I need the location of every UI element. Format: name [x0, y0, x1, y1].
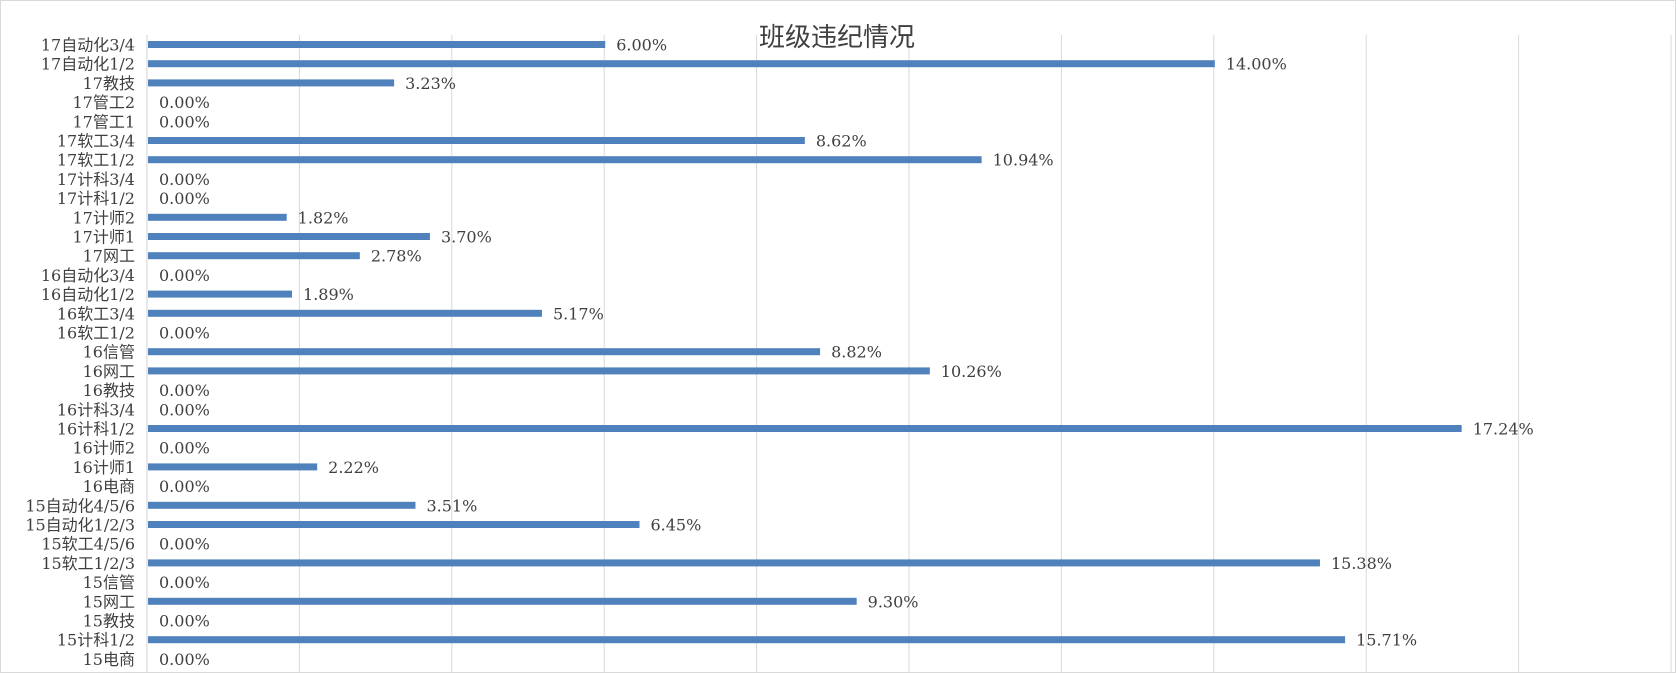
data-label: 0.00% — [159, 93, 210, 112]
bar — [148, 41, 606, 48]
data-label: 6.45% — [650, 516, 701, 535]
data-label: 0.00% — [159, 189, 210, 208]
data-label: 8.62% — [816, 132, 867, 151]
bar — [148, 501, 416, 509]
category-label: 17软工1/2 — [57, 151, 135, 170]
data-label: 15.38% — [1331, 554, 1392, 573]
data-label: 0.00% — [159, 535, 210, 554]
category-label: 17计师1 — [72, 228, 135, 247]
data-label: 0.00% — [159, 612, 210, 631]
data-label: 10.26% — [941, 362, 1002, 381]
bar — [148, 290, 293, 298]
bar — [148, 137, 805, 144]
category-label: 16自动化1/2 — [41, 285, 135, 304]
bar — [148, 79, 395, 87]
data-label: 10.94% — [993, 151, 1054, 170]
category-label: 17网工 — [83, 247, 135, 266]
data-label: 0.00% — [159, 324, 210, 343]
bars — [148, 41, 1462, 644]
bar — [148, 559, 1320, 567]
category-labels: 17自动化3/417自动化1/217教技17管工217管工117软工3/417软… — [25, 36, 135, 669]
bar — [148, 597, 857, 605]
data-label: 0.00% — [159, 573, 210, 592]
category-label: 15信管 — [83, 573, 135, 592]
data-label: 1.89% — [303, 285, 354, 304]
data-label: 0.00% — [159, 266, 210, 285]
data-label: 3.70% — [441, 228, 492, 247]
category-label: 17软工3/4 — [57, 132, 135, 151]
data-label: 6.00% — [616, 36, 667, 55]
data-label: 0.00% — [159, 650, 210, 669]
bar — [148, 348, 821, 356]
data-label: 3.51% — [426, 496, 477, 515]
category-label: 15软工4/5/6 — [41, 535, 135, 554]
bar — [148, 233, 430, 240]
category-label: 17自动化1/2 — [41, 55, 135, 74]
category-label: 17管工1 — [72, 112, 135, 131]
data-label: 0.00% — [159, 112, 210, 131]
data-label: 15.71% — [1356, 631, 1417, 650]
data-label: 14.00% — [1226, 55, 1287, 74]
category-label: 17教技 — [83, 74, 135, 93]
category-label: 16教技 — [83, 381, 135, 400]
data-label: 0.00% — [159, 400, 210, 419]
data-label: 0.00% — [159, 170, 210, 189]
category-label: 17计师2 — [72, 208, 135, 227]
category-label: 16自动化3/4 — [41, 266, 135, 285]
bar — [148, 309, 542, 317]
bar — [148, 60, 1215, 68]
data-label: 8.82% — [831, 343, 882, 362]
data-label: 5.17% — [553, 304, 604, 323]
bar — [148, 636, 1346, 644]
data-label: 0.00% — [159, 381, 210, 400]
category-label: 16软工1/2 — [57, 324, 135, 343]
category-label: 16计师2 — [72, 439, 135, 458]
bar — [148, 367, 930, 375]
category-label: 17自动化3/4 — [41, 36, 135, 55]
bar — [148, 213, 287, 221]
data-label: 2.22% — [328, 458, 379, 477]
bar — [148, 521, 640, 528]
data-label: 0.00% — [159, 439, 210, 458]
bar — [148, 252, 360, 260]
category-label: 17管工2 — [72, 93, 135, 112]
category-label: 15软工1/2/3 — [41, 554, 135, 573]
category-label: 16信管 — [83, 343, 135, 362]
category-label: 15自动化1/2/3 — [25, 516, 135, 535]
data-label: 9.30% — [868, 592, 919, 611]
data-label: 0.00% — [159, 477, 210, 496]
bar — [148, 425, 1462, 432]
category-label: 15计科1/2 — [57, 631, 135, 650]
category-label: 17计科3/4 — [57, 170, 135, 189]
category-label: 16电商 — [83, 477, 135, 496]
category-label: 16网工 — [83, 362, 135, 381]
category-label: 15教技 — [83, 612, 135, 631]
data-label: 3.23% — [405, 74, 456, 93]
bar — [148, 463, 318, 471]
data-labels: 6.00%14.00%3.23%0.00%0.00%8.62%10.94%0.0… — [159, 36, 1534, 669]
category-label: 16计科1/2 — [57, 420, 135, 439]
category-label: 16计师1 — [72, 458, 135, 477]
category-label: 16软工3/4 — [57, 304, 135, 323]
category-label: 15自动化4/5/6 — [25, 496, 135, 515]
category-label: 15网工 — [83, 592, 135, 611]
chart-title: 班级违纪情况 — [759, 23, 915, 53]
bar — [148, 156, 982, 164]
category-label: 17计科1/2 — [57, 189, 135, 208]
data-label: 17.24% — [1473, 420, 1534, 439]
category-label: 15电商 — [83, 650, 135, 669]
category-label: 16计科3/4 — [57, 400, 135, 419]
data-label: 2.78% — [371, 247, 422, 266]
data-label: 1.82% — [298, 208, 349, 227]
